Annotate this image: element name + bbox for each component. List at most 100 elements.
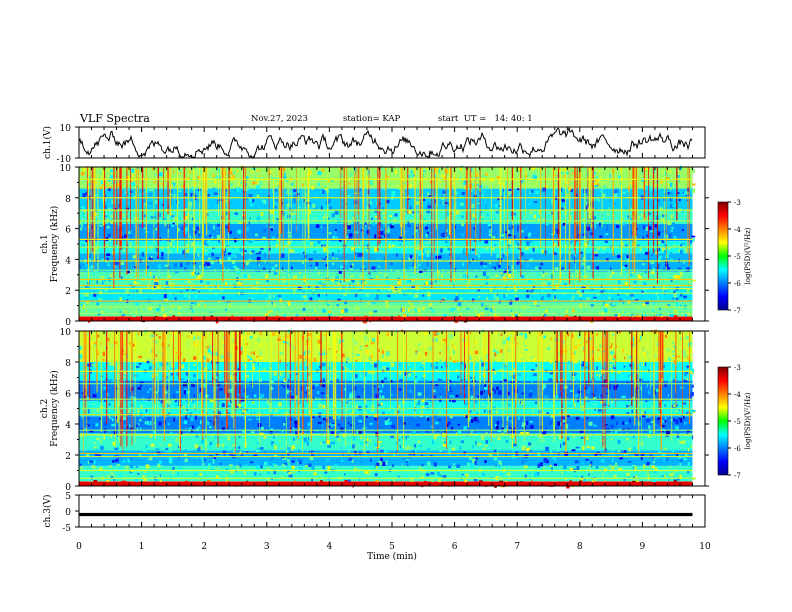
psd-speckle (266, 399, 270, 404)
psd-speckle (364, 211, 367, 215)
psd-speckle (439, 359, 442, 364)
psd-speckle (358, 197, 361, 201)
psd-speckle (664, 417, 667, 423)
psd-speckle (162, 217, 166, 221)
psd-speckle (177, 425, 180, 427)
psd-speckle (342, 206, 344, 211)
psd-speckle (324, 350, 326, 355)
psd-speckle (532, 175, 534, 180)
psd-speckle (470, 388, 473, 391)
psd-speckle (365, 438, 367, 442)
psd-speckle (328, 416, 331, 419)
psd-speckle (421, 399, 425, 403)
psd-speckle (603, 445, 605, 448)
psd-speckle (550, 199, 555, 204)
psd-speckle (330, 431, 335, 434)
psd-speckle (160, 257, 164, 260)
psd-speckle (690, 238, 693, 242)
psd-speckle (647, 399, 649, 402)
psd-speckle (442, 338, 447, 343)
psd-speckle (500, 349, 504, 354)
psd-speckle (444, 236, 449, 241)
psd-speckle (290, 426, 292, 430)
psd-speckle (491, 266, 495, 268)
psd-speckle (542, 386, 545, 391)
psd-speckle (293, 189, 297, 193)
psd-speckle (525, 172, 528, 175)
psd-speckle (563, 205, 565, 209)
psd-speckle (241, 241, 244, 247)
psd-speckle (618, 314, 621, 318)
psd-speckle (184, 193, 187, 196)
psd-speckle (678, 178, 680, 183)
psd-speckle (420, 431, 424, 434)
psd-speckle (321, 244, 324, 247)
psd-speckle (672, 401, 677, 404)
psd-speckle (119, 279, 122, 282)
psd-speckle (415, 229, 418, 233)
psd-speckle (169, 477, 172, 481)
psd-speckle (352, 214, 355, 218)
psd-speckle (571, 170, 575, 173)
psd-speckle (255, 450, 260, 452)
psd-speckle (420, 377, 424, 381)
psd-speckle (455, 394, 459, 398)
psd-speckle (420, 384, 423, 387)
psd-speckle (140, 427, 142, 432)
psd-speckle (574, 351, 576, 355)
psd-speckle (370, 458, 372, 462)
psd-speckle (319, 365, 322, 369)
psd-speckle (255, 272, 259, 275)
psd-speckle (273, 464, 278, 468)
psd-speckle (365, 441, 368, 444)
psd-speckle (459, 313, 463, 316)
psd-speckle (391, 192, 396, 197)
psd-speckle (305, 212, 307, 216)
psd-speckle (91, 431, 93, 435)
psd-speckle (217, 223, 220, 227)
psd-speckle (552, 457, 556, 460)
psd-speckle (347, 402, 351, 405)
psd-speckle (495, 209, 500, 214)
psd-speckle (543, 459, 548, 463)
psd-speckle (671, 226, 674, 229)
psd-speckle (668, 247, 671, 250)
psd-speckle (207, 257, 211, 260)
psd-speckle (144, 421, 148, 424)
psd-speckle (615, 275, 617, 280)
psd-speckle (678, 417, 682, 420)
psd-speckle (304, 220, 308, 224)
psd-speckle (357, 421, 359, 425)
psd-speckle (606, 277, 609, 280)
psd-speckle (307, 436, 310, 441)
psd-speckle (524, 337, 528, 340)
psd-speckle (104, 180, 107, 183)
psd-speckle (651, 421, 654, 424)
psd-speckle (455, 369, 458, 372)
psd-speckle (560, 244, 563, 248)
psd-speckle (461, 233, 464, 237)
psd-speckle (143, 214, 147, 218)
psd-speckle (252, 207, 254, 211)
psd-speckle (449, 391, 454, 394)
psd-speckle (395, 271, 399, 275)
psd-speckle (602, 302, 605, 306)
psd-speckle (327, 302, 332, 304)
psd-speckle (650, 263, 653, 267)
psd-speckle (114, 262, 119, 265)
psd-speckle (84, 167, 87, 171)
psd-speckle (521, 457, 524, 462)
psd-speckle (590, 304, 594, 308)
psd-speckle (555, 220, 558, 224)
psd-speckle (553, 243, 557, 246)
psd-speckle (517, 228, 519, 232)
psd-speckle (400, 419, 402, 423)
psd-speckle (561, 267, 564, 270)
psd-speckle (583, 347, 586, 352)
psd-speckle (439, 351, 441, 355)
psd-speckle (183, 382, 187, 387)
psd-speckle (318, 416, 321, 418)
psd-speckle (503, 275, 506, 281)
psd-speckle (107, 180, 109, 184)
psd-speckle (474, 362, 478, 364)
